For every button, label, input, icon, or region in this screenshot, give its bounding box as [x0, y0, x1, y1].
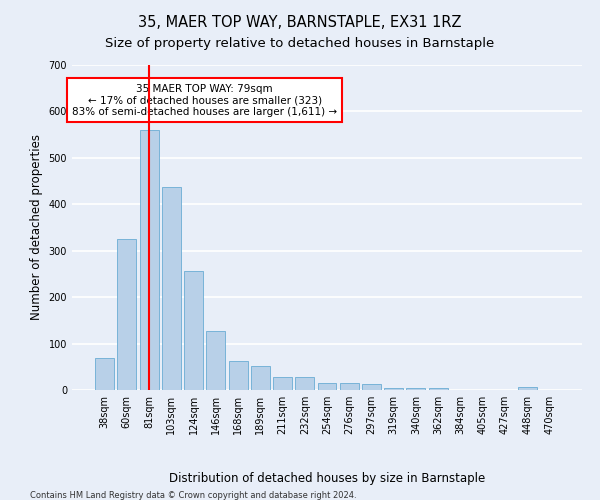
Text: Contains HM Land Registry data © Crown copyright and database right 2024.: Contains HM Land Registry data © Crown c… — [30, 490, 356, 500]
Bar — [206, 330, 225, 390]
Bar — [229, 361, 248, 390]
Text: 35 MAER TOP WAY: 79sqm
← 17% of detached houses are smaller (323)
83% of semi-de: 35 MAER TOP WAY: 79sqm ← 17% of detached… — [72, 84, 337, 117]
Text: 35, MAER TOP WAY, BARNSTAPLE, EX31 1RZ: 35, MAER TOP WAY, BARNSTAPLE, EX31 1RZ — [138, 15, 462, 30]
Bar — [295, 377, 314, 390]
Bar — [317, 382, 337, 390]
Bar — [162, 186, 181, 390]
Bar — [384, 388, 403, 390]
Bar — [340, 382, 359, 390]
Text: Size of property relative to detached houses in Barnstaple: Size of property relative to detached ho… — [106, 38, 494, 51]
Bar — [273, 377, 292, 390]
Bar — [140, 130, 158, 390]
Bar — [406, 388, 425, 390]
Y-axis label: Number of detached properties: Number of detached properties — [30, 134, 43, 320]
Bar — [429, 388, 448, 390]
Bar — [95, 358, 114, 390]
Bar — [362, 384, 381, 390]
Bar — [251, 366, 270, 390]
Text: Distribution of detached houses by size in Barnstaple: Distribution of detached houses by size … — [169, 472, 485, 485]
Bar — [518, 387, 536, 390]
Bar — [118, 239, 136, 390]
Bar — [184, 270, 203, 390]
